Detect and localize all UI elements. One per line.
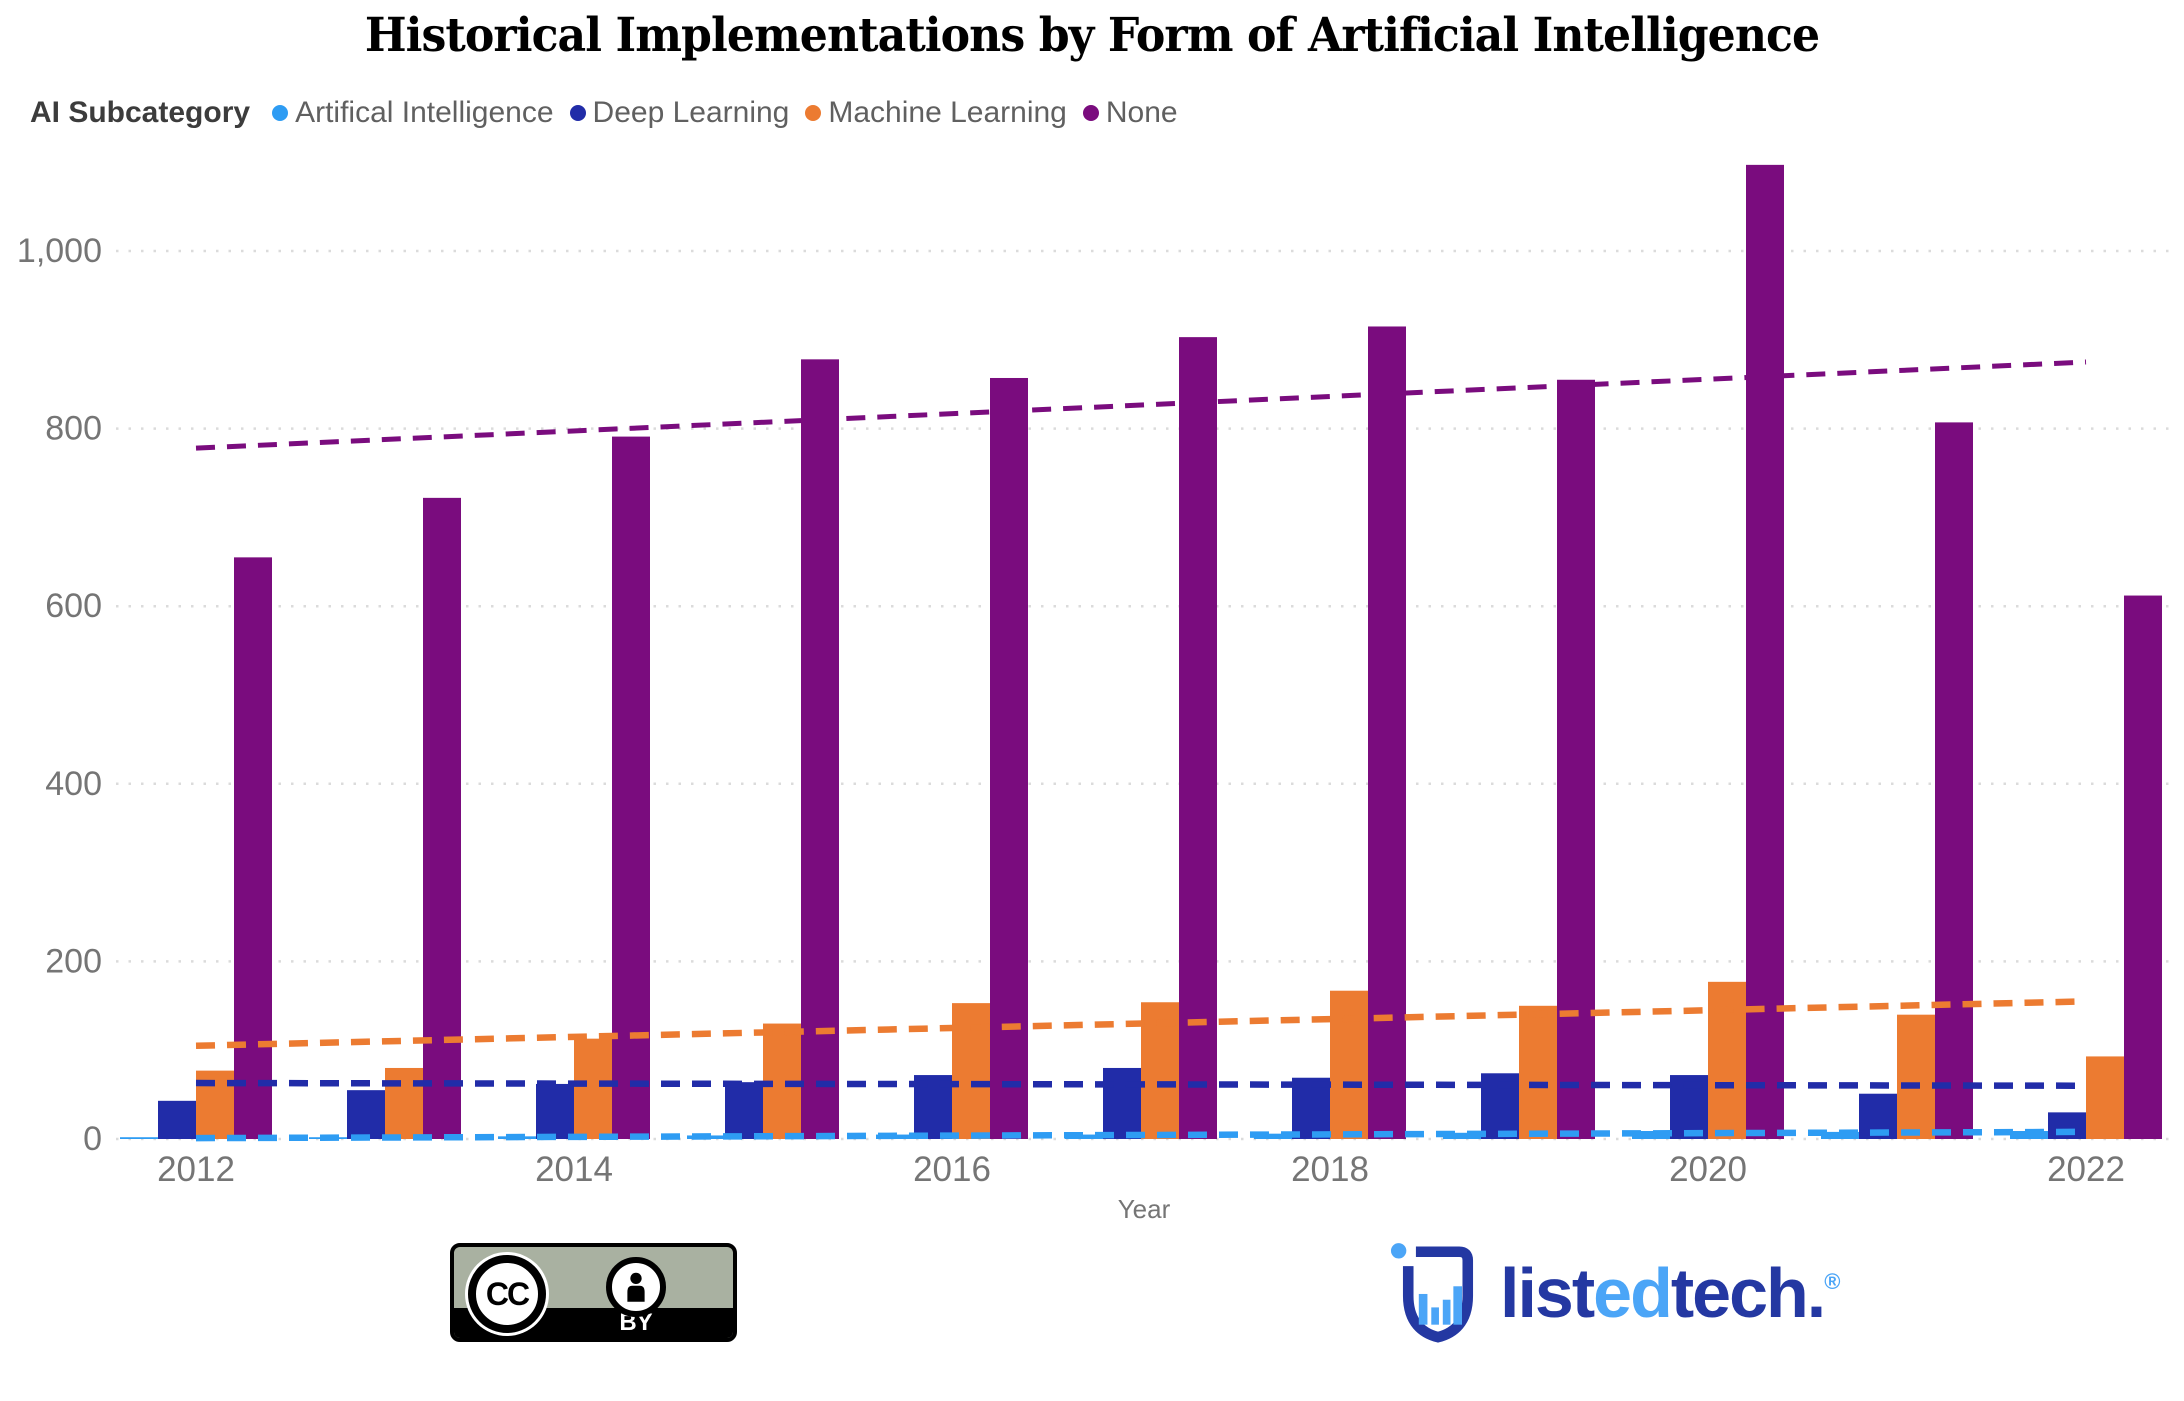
x-tick-label-2018: 2018 (1291, 1150, 1369, 1189)
chart-title: Historical Implementations by Form of Ar… (364, 8, 1820, 63)
wordmark-part: ® (1824, 1269, 1841, 1294)
wordmark-part: tech (1670, 1254, 1809, 1332)
legend-item-none[interactable]: None (1082, 96, 1178, 130)
bar-deep-learning-2018[interactable] (1292, 1077, 1330, 1139)
bar-none-2013[interactable] (423, 497, 461, 1139)
listedtech-wordmark: listedtech.® (1500, 1258, 1840, 1328)
y-tick-label-1000: 1,000 (17, 232, 102, 270)
legend-label: Deep Learning (592, 96, 790, 129)
trendline-deep-learning (195, 1079, 2087, 1089)
legend-item-artifical-intelligence[interactable]: Artifical Intelligence (272, 96, 554, 130)
person-icon (627, 1272, 645, 1302)
listedtech-logo: listedtech.® (1390, 1240, 1840, 1346)
bar-artifical-intelligence-2020[interactable] (1632, 1131, 1670, 1139)
bar-deep-learning-2013[interactable] (347, 1090, 385, 1139)
bar-machine-learning-2019[interactable] (1519, 1005, 1557, 1139)
bar-none-2021[interactable] (1935, 422, 1973, 1139)
bar-none-2020[interactable] (1746, 164, 1784, 1139)
legend: AI Subcategory Artifical Intelligence Dee… (30, 96, 1178, 130)
bar-none-2015[interactable] (801, 359, 839, 1139)
y-tick-label-200: 200 (45, 942, 102, 980)
legend-dot (805, 105, 822, 121)
bar-deep-learning-2014[interactable] (536, 1083, 574, 1139)
bar-artifical-intelligence-2012[interactable] (120, 1137, 158, 1139)
bar-none-2016[interactable] (990, 377, 1028, 1139)
legend-dot (569, 105, 586, 121)
trendline-none (195, 359, 2087, 451)
legend-item-deep-learning[interactable]: Deep Learning (569, 96, 790, 130)
legend-label: Artifical Intelligence (295, 96, 554, 129)
attribution-person-icon (606, 1257, 666, 1317)
x-axis-title: Year (1118, 1194, 1171, 1224)
bar-none-2014[interactable] (612, 436, 650, 1139)
bar-deep-learning-2012[interactable] (158, 1100, 196, 1139)
legend-label: Machine Learning (828, 96, 1067, 129)
legend-dot (1082, 105, 1099, 121)
x-tick-label-2012: 2012 (157, 1150, 235, 1189)
bar-machine-learning-2020[interactable] (1708, 981, 1746, 1139)
bar-deep-learning-2015[interactable] (725, 1082, 763, 1139)
x-tick-label-2016: 2016 (913, 1150, 991, 1189)
bar-machine-learning-2021[interactable] (1897, 1014, 1935, 1139)
wordmark-part: . (1806, 1254, 1827, 1332)
bar-none-2018[interactable] (1368, 326, 1406, 1140)
legend-label: None (1105, 96, 1178, 129)
bar-machine-learning-2016[interactable] (952, 1003, 990, 1139)
bar-artifical-intelligence-2019[interactable] (1443, 1132, 1481, 1139)
legend-item-machine-learning[interactable]: Machine Learning (805, 96, 1067, 130)
y-tick-label-600: 600 (45, 587, 102, 625)
cc-logo-text: CC (485, 1275, 530, 1312)
trendline-machine-learning (195, 998, 2087, 1050)
bar-none-2012[interactable] (234, 557, 272, 1139)
wordmark-part: ed (1593, 1254, 1673, 1332)
bar-machine-learning-2013[interactable] (385, 1067, 423, 1139)
trendline-artifical-intelligence (195, 1128, 2087, 1142)
bar-deep-learning-2017[interactable] (1103, 1067, 1141, 1139)
legend-items: Artifical Intelligence Deep Learning Machi… (272, 96, 1178, 130)
x-tick-label-2020: 2020 (1669, 1150, 1747, 1189)
y-tick-label-800: 800 (45, 410, 102, 448)
x-tick-label-2014: 2014 (535, 1150, 613, 1189)
legend-title: AI Subcategory (30, 96, 251, 129)
bar-artifical-intelligence-2017[interactable] (1065, 1134, 1103, 1139)
legend-dot (272, 105, 289, 121)
bar-none-2022[interactable] (2124, 595, 2162, 1139)
x-tick-label-2022: 2022 (2047, 1150, 2125, 1189)
y-tick-label-400: 400 (45, 765, 102, 803)
bar-machine-learning-2018[interactable] (1330, 990, 1368, 1139)
bar-artifical-intelligence-2018[interactable] (1254, 1133, 1292, 1139)
bar-none-2017[interactable] (1179, 337, 1217, 1139)
bar-machine-learning-2022[interactable] (2086, 1056, 2124, 1139)
bar-none-2019[interactable] (1557, 379, 1595, 1139)
cc-by-badge: BY CC (450, 1243, 737, 1342)
y-tick-label-0: 0 (83, 1120, 102, 1158)
wordmark-part: list (1500, 1254, 1595, 1332)
bar-machine-learning-2014[interactable] (574, 1038, 612, 1139)
listedtech-shield-icon (1390, 1243, 1474, 1343)
cc-logo-icon: CC (468, 1255, 546, 1333)
